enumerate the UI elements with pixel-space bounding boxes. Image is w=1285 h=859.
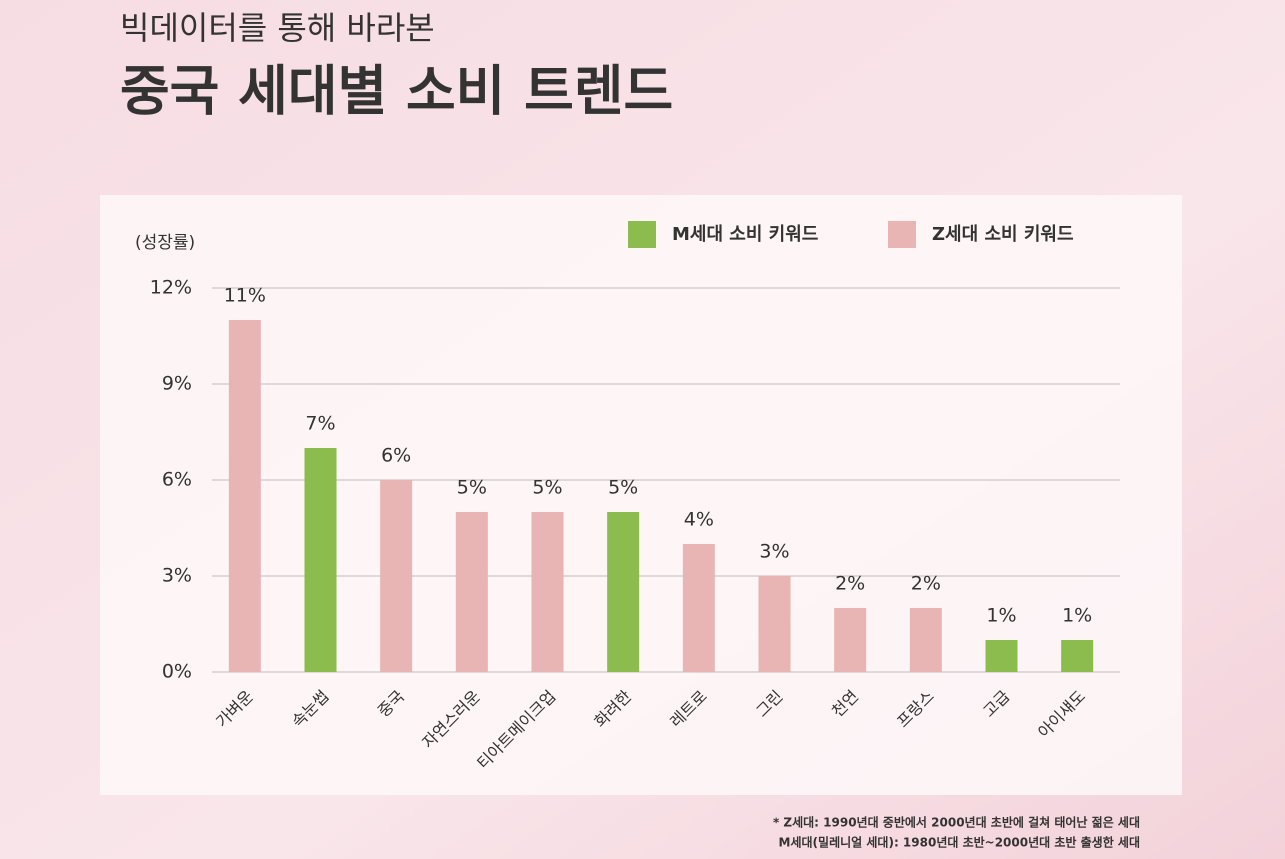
bar — [380, 480, 413, 672]
data-label: 2% — [835, 573, 865, 595]
data-label: 4% — [684, 509, 714, 531]
legend-swatch — [628, 221, 656, 248]
data-label: 5% — [608, 477, 638, 499]
data-label: 11% — [224, 285, 266, 307]
bar — [304, 448, 337, 672]
legend-label: M세대 소비 키워드 — [672, 223, 818, 245]
bar — [531, 512, 564, 672]
data-label: 1% — [986, 605, 1016, 627]
data-label: 7% — [305, 413, 335, 435]
data-label: 3% — [759, 541, 789, 563]
bar — [1061, 640, 1094, 672]
data-label: 6% — [381, 445, 411, 467]
chart-title: 중국 세대별 소비 트렌드 — [120, 60, 673, 123]
footnote: M세대(밀레니얼 세대): 1980년대 초반~2000년대 초반 출생한 세대 — [779, 835, 1140, 850]
bar — [682, 544, 715, 672]
bar — [758, 576, 791, 672]
data-label: 5% — [457, 477, 487, 499]
bar — [455, 512, 488, 672]
subtitle: 빅데이터를 통해 바라본 — [120, 9, 435, 47]
bar — [607, 512, 640, 672]
bar — [985, 640, 1018, 672]
bar — [834, 608, 867, 672]
y-tick-label: 6% — [162, 469, 192, 491]
data-label: 2% — [911, 573, 941, 595]
y-tick-label: 9% — [162, 373, 192, 395]
footnote: * Z세대: 1990년대 중반에서 2000년대 초반에 걸쳐 태어난 젊은 … — [773, 815, 1140, 830]
y-tick-label: 3% — [162, 565, 192, 587]
y-axis-label: (성장률) — [135, 233, 195, 253]
bar — [228, 320, 261, 672]
bar — [909, 608, 942, 672]
chart-panel — [100, 195, 1182, 795]
legend-swatch — [888, 221, 916, 248]
y-tick-label: 12% — [150, 277, 192, 299]
y-tick-label: 0% — [162, 661, 192, 683]
legend-label: Z세대 소비 키워드 — [932, 223, 1074, 245]
data-label: 1% — [1062, 605, 1092, 627]
data-label: 5% — [532, 477, 562, 499]
